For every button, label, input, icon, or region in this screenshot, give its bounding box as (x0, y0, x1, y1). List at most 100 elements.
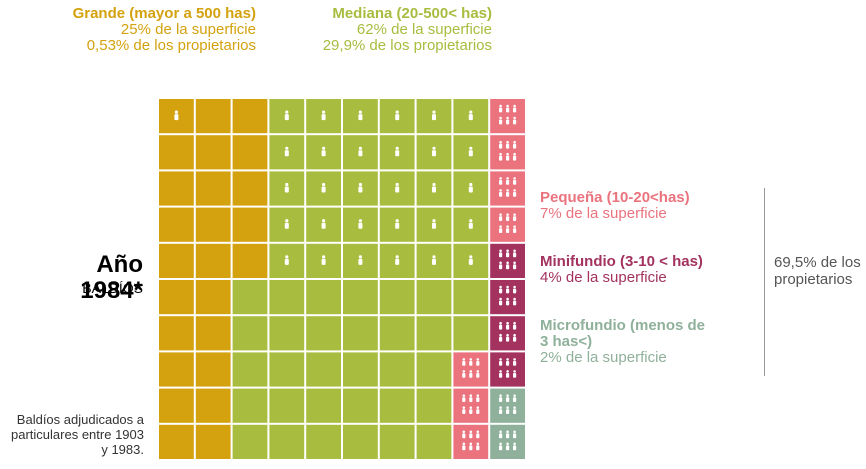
person-body (499, 143, 503, 149)
person-body (395, 186, 400, 193)
person-body (284, 150, 289, 157)
person-body (284, 186, 289, 193)
cell (159, 243, 194, 278)
person-body (499, 216, 503, 221)
person-body (476, 361, 480, 366)
person-head (476, 406, 480, 409)
person-body (506, 252, 510, 258)
person-body (506, 336, 510, 342)
person-head (469, 110, 473, 114)
person-head (499, 261, 502, 265)
person-body (476, 397, 480, 402)
cell (159, 352, 194, 387)
person-head (499, 116, 502, 120)
person-head (513, 261, 516, 265)
cell (195, 243, 231, 278)
person-head (506, 406, 509, 409)
person-head (513, 285, 516, 289)
person-body (506, 180, 510, 185)
person-body (506, 228, 510, 233)
person-head (513, 213, 516, 216)
person-head (462, 442, 466, 446)
person-body (513, 252, 517, 258)
note: Baldíos adjudicados a particulares entre… (11, 412, 144, 457)
person-body (513, 180, 517, 185)
person-body (432, 258, 436, 265)
cell (306, 280, 341, 315)
person-head (506, 116, 509, 120)
person-head (462, 394, 466, 397)
person-head (432, 146, 436, 150)
cell (195, 352, 231, 387)
cell (490, 207, 525, 242)
person-head (499, 285, 502, 289)
person-head (462, 370, 466, 373)
person-body (513, 228, 517, 233)
person-head (506, 370, 509, 373)
person-head (506, 152, 509, 156)
person-body (499, 192, 503, 197)
person-head (513, 152, 516, 156)
cell (306, 424, 341, 459)
person-head (499, 406, 502, 409)
cell (195, 280, 231, 315)
person-head (285, 219, 289, 223)
cell (195, 207, 231, 242)
person-body (469, 433, 473, 439)
person-head (499, 177, 502, 180)
person-body (468, 258, 473, 265)
person-body (469, 397, 473, 402)
person-head (469, 394, 473, 397)
person-head (499, 104, 502, 108)
person-body (462, 373, 466, 378)
person-head (395, 182, 399, 187)
person-head (322, 255, 326, 259)
cell (159, 171, 194, 206)
person-body (462, 445, 466, 451)
person-body (506, 264, 510, 270)
person-head (395, 255, 399, 259)
person-head (469, 406, 473, 409)
cell (343, 424, 378, 459)
person-body (499, 397, 503, 402)
person-head (358, 146, 362, 150)
cell (232, 280, 268, 315)
person-body (462, 361, 466, 366)
person-body (432, 150, 436, 157)
person-body (432, 222, 436, 229)
person-head (395, 146, 399, 150)
person-head (476, 370, 480, 373)
person-body (395, 114, 400, 121)
person-head (358, 255, 362, 259)
group-owners: 0,53% de los propietarios (86, 37, 256, 54)
person-body (506, 119, 510, 125)
person-head (395, 219, 399, 223)
person-body (513, 336, 517, 342)
person-head (513, 297, 516, 301)
cell (306, 352, 341, 387)
person-head (506, 261, 509, 265)
person-head (499, 370, 502, 373)
cell (343, 388, 378, 423)
person-head (513, 333, 516, 337)
person-body (506, 155, 510, 161)
person-body (499, 445, 503, 451)
cell (490, 424, 525, 459)
cell (416, 352, 452, 387)
person-body (462, 397, 466, 402)
cell (453, 316, 489, 351)
person-body (499, 107, 503, 113)
person-body (499, 300, 503, 306)
subtitle: BALDÍOS (82, 280, 143, 296)
person-head (469, 219, 473, 223)
person-head (499, 358, 502, 361)
person-head (513, 358, 516, 361)
person-head (285, 255, 289, 259)
cell (416, 316, 452, 351)
person-head (322, 219, 326, 223)
cell (269, 316, 305, 351)
person-head (358, 219, 362, 223)
cell (232, 243, 268, 278)
person-head (499, 394, 502, 397)
person-body (462, 433, 466, 439)
